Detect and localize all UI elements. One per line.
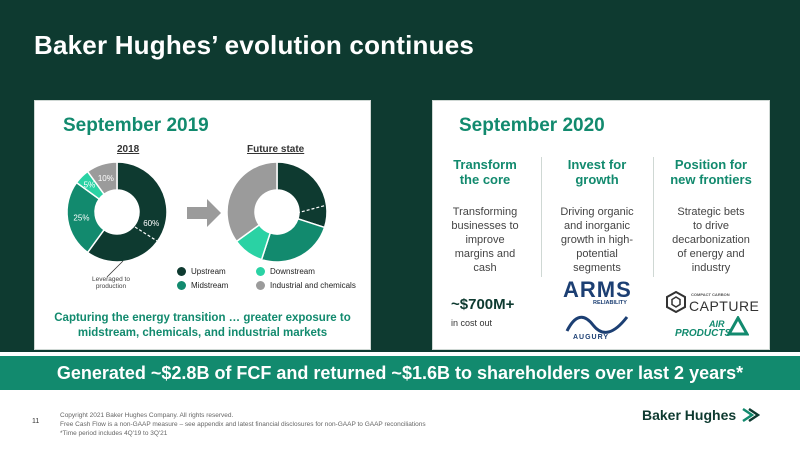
legend-label: Downstream (270, 267, 315, 276)
column-divider (541, 157, 542, 277)
baker-hughes-mark-icon (742, 407, 761, 423)
column-body: Transforming businesses to improve margi… (433, 205, 537, 275)
arms-logo: ARMS (563, 277, 632, 302)
chart-2018-label: 2018 (117, 144, 140, 155)
panel-september-2019: September 2019 2018 Future state 60% 25% 5… (34, 100, 371, 350)
pie-slice-industrial-and-chemicals (86, 161, 118, 196)
annotation-pointer (106, 260, 124, 278)
column-body-line: cash (473, 262, 497, 274)
capture-logo: CAPTURE (689, 298, 760, 314)
chart-annotation: Leveraged to production (92, 276, 130, 290)
summary-line: midstream, chemicals, and industrial mar… (77, 327, 328, 339)
pie-slice-midstream (260, 217, 326, 263)
column-body-line: Driving organic (560, 206, 634, 218)
column-heading-line: Transform (453, 157, 517, 172)
pie-slice-industrial-and-chemicals (226, 161, 278, 243)
air-products-logo-line1: AIR (709, 319, 725, 329)
column-heading-line: the core (459, 172, 511, 187)
column-body-line: improve (465, 234, 505, 246)
legend-label: Midstream (191, 281, 229, 290)
legend-item-downstream: Downstream (256, 267, 315, 276)
summary-line: Capturing the energy transition … greate… (54, 312, 351, 324)
pie-data-label: 60% (143, 219, 159, 228)
air-products-mark-icon (727, 316, 749, 336)
column-heading: Position for new frontiers (659, 157, 763, 187)
capture-logo-small: COMPACT CARBON (691, 292, 730, 297)
pie-data-label: 25% (73, 214, 89, 223)
column-heading: Transform the core (433, 157, 537, 187)
footnote: *Time period includes 4Q'19 to 3Q'21 (60, 430, 168, 437)
pie-slice-upstream (276, 161, 328, 229)
augury-wave-icon (565, 315, 629, 334)
legend-swatch (177, 267, 186, 276)
cost-out-caption: in cost out (451, 318, 493, 328)
column-body-line: businesses to (451, 220, 519, 232)
cost-out-value: ~$700M+ (451, 296, 515, 313)
column-body-line: Strategic bets (677, 206, 745, 218)
baker-hughes-logo: Baker Hughes (642, 406, 761, 424)
column-body: Strategic bets to drive decarbonization … (659, 205, 763, 275)
pie-slice-upstream (86, 161, 168, 263)
slide-title: Baker Hughes’ evolution continues (34, 30, 475, 60)
pie-data-label: 10% (98, 174, 114, 183)
column-heading-line: new frontiers (670, 172, 752, 187)
column-body-line: segments (573, 262, 621, 274)
column-body-line: growth in high- (560, 234, 634, 246)
pie-slice-midstream (66, 181, 106, 254)
legend-item-upstream: Upstream (177, 267, 226, 276)
column-heading-line: Invest for (567, 157, 627, 172)
legend-item-midstream: Midstream (177, 281, 228, 290)
column-heading-line: growth (575, 172, 619, 187)
augury-logo: AUGURY (573, 334, 610, 341)
column-body-line: of energy and (677, 248, 745, 260)
panel-september-2020: September 2020 Transform the core Transf… (432, 100, 770, 350)
arrow-icon (187, 199, 221, 227)
column-body-line: potential (576, 248, 618, 260)
column-body-line: margins and (454, 248, 516, 260)
footnotes: Copyright 2021 Baker Hughes Company. All… (60, 411, 426, 438)
legend-label: Industrial and chemicals (270, 281, 356, 290)
column-position: Position for new frontiers Strategic bet… (659, 157, 763, 275)
fcf-banner: Generated ~$2.8B of FCF and returned ~$1… (0, 356, 800, 390)
arms-logo-sub: RELIABILITY (593, 300, 627, 306)
footer-logo-text: Baker Hughes (642, 407, 737, 423)
column-body-line: to drive (692, 220, 730, 232)
column-body: Driving organic and inorganic growth in … (545, 205, 649, 275)
column-transform: Transform the core Transforming business… (433, 157, 537, 275)
column-invest: Invest for growth Driving organic and in… (545, 157, 649, 275)
left-panel-summary: Capturing the energy transition … greate… (35, 311, 370, 341)
legend-label: Upstream (191, 267, 226, 276)
chart-future-label: Future state (247, 144, 305, 155)
legend-item-industrial: Industrial and chemicals (256, 281, 356, 290)
air-products-logo-line2: PRODUCTS (675, 328, 732, 339)
footnote: Copyright 2021 Baker Hughes Company. All… (60, 412, 234, 419)
column-divider (653, 157, 654, 277)
column-body-line: Transforming (452, 206, 518, 218)
pie-charts: 60% 25% 5%10% (66, 161, 328, 278)
footnote: Free Cash Flow is a non-GAAP measure – s… (60, 421, 426, 428)
column-heading: Invest for growth (545, 157, 649, 187)
column-body-line: and inorganic (563, 220, 631, 232)
column-heading-line: Position for (674, 157, 748, 172)
capture-hex-icon (666, 291, 686, 313)
dashed-divider (296, 204, 328, 214)
column-body-line: industry (691, 262, 731, 274)
dashed-divider (134, 226, 166, 247)
panel-heading: September 2019 (63, 115, 209, 136)
column-body-line: decarbonization (672, 234, 750, 246)
page-number: 11 (32, 418, 40, 425)
pie-data-label: 5% (84, 180, 96, 189)
legend-swatch (256, 281, 265, 290)
panel-heading: September 2020 (459, 115, 605, 136)
legend-swatch (177, 281, 186, 290)
legend-swatch (256, 267, 265, 276)
